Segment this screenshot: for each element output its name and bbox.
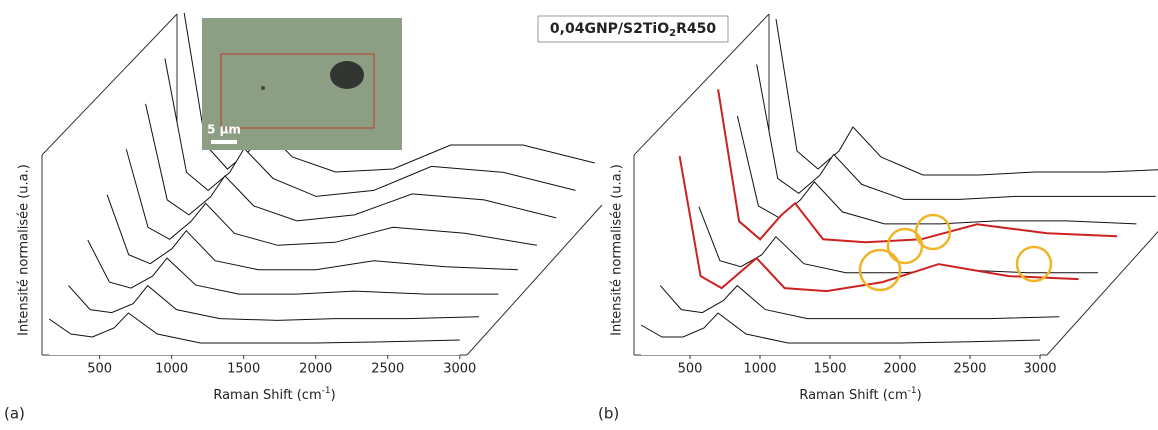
occluder xyxy=(698,206,1098,291)
x-tick-label: 3000 xyxy=(1023,362,1056,377)
occluder xyxy=(184,13,595,205)
title-part: R450 xyxy=(676,21,716,37)
spectrum xyxy=(87,239,499,295)
axis-line xyxy=(633,13,770,156)
x-axis-label-part: ) xyxy=(331,388,336,403)
spectrum xyxy=(775,18,1158,176)
title: 0,04GNP/S2TiO2R450 xyxy=(550,21,716,39)
x-tick-label: 2500 xyxy=(371,362,404,377)
x-axis-label: Raman Shift (cm-1) xyxy=(213,386,335,403)
chart-panel: 500 1000 1500 2000 2500 3000 Raman Shift (cm-1… xyxy=(598,13,1158,423)
y-axis-label: Intensité normalisée (u.a.) xyxy=(17,164,32,336)
highlight-circle xyxy=(1015,245,1053,283)
occluder xyxy=(145,103,557,248)
title-part: 0,04GNP/S2TiO xyxy=(550,21,669,37)
x-axis-label-sup: -1 xyxy=(322,386,331,396)
x-tick-label: 500 xyxy=(87,362,112,377)
x-tick-label: 1000 xyxy=(155,362,188,377)
x-tick-label: 1500 xyxy=(813,362,846,377)
spectrum xyxy=(125,149,537,246)
x-axis-label-sup: -1 xyxy=(908,386,917,396)
axis-line xyxy=(1046,230,1158,356)
highlights xyxy=(858,213,1053,292)
spectrum xyxy=(640,312,1041,344)
inset-speck xyxy=(261,86,265,90)
x-axis-label-part: Raman Shift (cm xyxy=(213,388,321,403)
spectrum xyxy=(68,284,480,321)
title-box: 0,04GNP/S2TiO2R450 xyxy=(537,15,729,43)
occluder xyxy=(107,194,518,291)
panel-label: (a) xyxy=(4,405,25,423)
highlight-circle xyxy=(914,213,952,251)
occluder xyxy=(776,19,1158,205)
inset-particle xyxy=(330,61,364,89)
x-axis-label-part: Raman Shift (cm xyxy=(799,388,907,403)
occluder xyxy=(718,89,1118,270)
y-axis-label: Intensité normalisée (u.a.) xyxy=(610,164,625,336)
axis-line xyxy=(466,204,603,356)
occluder xyxy=(679,156,1079,313)
occluder xyxy=(49,313,460,355)
inset: 5 µm xyxy=(202,18,402,150)
spectrum xyxy=(106,194,518,271)
x-tick-label: 500 xyxy=(678,362,703,377)
x-tick-label: 2000 xyxy=(883,362,916,377)
occluder xyxy=(641,313,1040,355)
occluder xyxy=(164,58,576,227)
highlight-circle xyxy=(858,248,902,292)
spectrum xyxy=(164,58,576,197)
spectrum xyxy=(756,64,1156,200)
spectrum xyxy=(48,312,460,344)
occluder xyxy=(126,149,537,270)
axis-line xyxy=(41,13,178,156)
x-tick-label: 2500 xyxy=(953,362,986,377)
spectrum xyxy=(183,12,595,173)
x-tick-label: 2000 xyxy=(299,362,332,377)
x-axis-label-part: ) xyxy=(917,388,922,403)
occluder xyxy=(87,240,499,313)
spectrum xyxy=(659,284,1060,320)
occluder xyxy=(68,285,480,334)
x-tick-label: 1500 xyxy=(227,362,260,377)
spectrum xyxy=(736,115,1137,225)
spectrum xyxy=(145,103,557,222)
chart-panel: 500 1000 1500 2000 2500 3000 Raman Shift (cm-1… xyxy=(4,12,603,423)
occluder xyxy=(660,285,1060,334)
spectrum xyxy=(678,155,1079,293)
title-sub: 2 xyxy=(669,28,676,39)
x-tick-label: 3000 xyxy=(443,362,476,377)
occluder xyxy=(737,115,1137,248)
x-tick-label: 1000 xyxy=(743,362,776,377)
spectrum xyxy=(717,89,1118,244)
scale-bar xyxy=(211,140,237,144)
panel-label: (b) xyxy=(598,405,619,423)
occluder xyxy=(756,64,1156,227)
scale-bar-label: 5 µm xyxy=(207,123,241,137)
inset-selection xyxy=(220,53,375,129)
title-frame xyxy=(537,15,729,43)
x-axis-label: Raman Shift (cm-1) xyxy=(799,386,921,403)
